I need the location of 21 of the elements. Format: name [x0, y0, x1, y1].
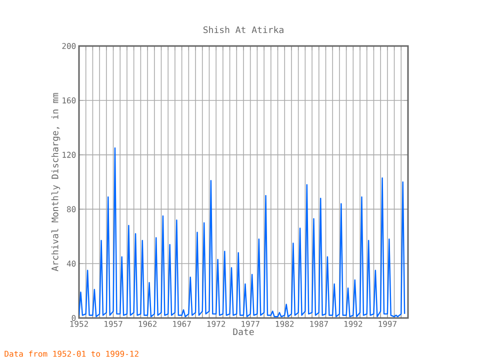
- y-tick-label: 200: [62, 42, 76, 50]
- line-series: [79, 147, 406, 318]
- x-tick-label: 1967: [173, 320, 191, 327]
- chart-title: Shish At Atirka: [203, 26, 284, 34]
- x-tick-label: 1952: [70, 320, 88, 327]
- text: Data from 1952-01 to 1999-12: [4, 350, 138, 357]
- x-tick-label: 1957: [104, 320, 122, 327]
- y-tick-label: 120: [62, 152, 76, 158]
- x-tick-label: 1992: [344, 320, 362, 327]
- x-tick-label: 1972: [207, 320, 226, 327]
- x-tick-label: 1977: [242, 320, 260, 327]
- y-tick-label: 80: [67, 206, 76, 212]
- y-tick-label: 0: [72, 314, 76, 322]
- x-axis-title: Date: [233, 328, 254, 336]
- y-tick-label: 40: [66, 260, 76, 267]
- y-axis-title: Archival Monthly Discharge, in mm: [51, 93, 60, 272]
- x-tick-label: 1987: [310, 320, 328, 327]
- x-tick-label: 1982: [276, 320, 294, 327]
- x-tick-label: 1997: [378, 320, 396, 327]
- x-tick-label: 1962: [138, 320, 156, 327]
- y-tick-label: 160: [62, 97, 76, 104]
